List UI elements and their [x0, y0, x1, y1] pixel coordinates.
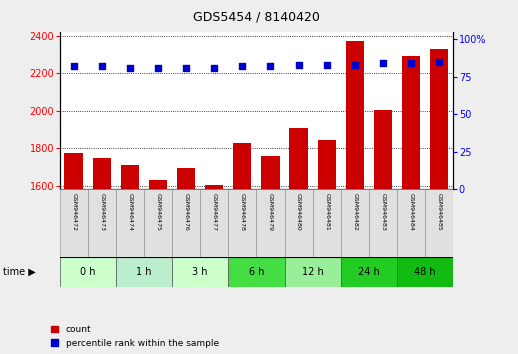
Bar [402, 56, 420, 189]
Text: 48 h: 48 h [414, 267, 436, 277]
Text: GSM946483: GSM946483 [380, 193, 385, 230]
Point [407, 61, 415, 66]
Point [238, 63, 247, 69]
Bar [397, 189, 425, 257]
Text: GSM946480: GSM946480 [296, 193, 301, 230]
Bar [88, 189, 116, 257]
Bar [172, 189, 200, 257]
Text: 12 h: 12 h [302, 267, 324, 277]
Point [294, 62, 303, 68]
Text: GSM946477: GSM946477 [212, 193, 217, 231]
Text: 6 h: 6 h [249, 267, 264, 277]
Bar [60, 257, 116, 287]
Bar [318, 140, 336, 189]
Point [379, 61, 387, 66]
Bar [228, 257, 284, 287]
Point [126, 65, 134, 71]
Bar [346, 41, 364, 189]
Point [182, 65, 190, 71]
Bar [397, 257, 453, 287]
Text: GSM946478: GSM946478 [240, 193, 245, 230]
Point [266, 63, 275, 69]
Bar [284, 189, 313, 257]
Bar [313, 189, 341, 257]
Text: GSM946479: GSM946479 [268, 193, 273, 231]
Text: GSM946482: GSM946482 [352, 193, 357, 230]
Point [97, 63, 106, 69]
Point [69, 63, 78, 69]
Text: 3 h: 3 h [192, 267, 208, 277]
Point [323, 62, 331, 68]
Bar [290, 129, 308, 189]
Text: GDS5454 / 8140420: GDS5454 / 8140420 [193, 11, 320, 24]
Text: GSM946472: GSM946472 [71, 193, 76, 231]
Bar [341, 257, 397, 287]
Legend: count, percentile rank within the sample: count, percentile rank within the sample [51, 325, 219, 348]
Bar [284, 257, 341, 287]
Bar [144, 189, 172, 257]
Bar [64, 153, 83, 189]
Text: 0 h: 0 h [80, 267, 95, 277]
Bar [93, 159, 111, 189]
Bar [341, 189, 369, 257]
Text: time ▶: time ▶ [3, 267, 35, 277]
Bar [116, 257, 172, 287]
Text: GSM946475: GSM946475 [155, 193, 161, 230]
Bar [261, 156, 280, 189]
Text: 1 h: 1 h [136, 267, 152, 277]
Text: GSM946476: GSM946476 [183, 193, 189, 230]
Bar [205, 185, 223, 189]
Point [435, 59, 443, 65]
Text: GSM946485: GSM946485 [437, 193, 442, 230]
Bar [177, 168, 195, 189]
Bar [233, 143, 252, 189]
Bar [60, 189, 88, 257]
Point [351, 62, 359, 68]
Bar [374, 110, 392, 189]
Bar [172, 257, 228, 287]
Bar [369, 189, 397, 257]
Bar [425, 189, 453, 257]
Bar [430, 49, 449, 189]
Bar [116, 189, 144, 257]
Bar [228, 189, 256, 257]
Text: GSM946473: GSM946473 [99, 193, 104, 231]
Bar [121, 165, 139, 189]
Point [210, 65, 219, 71]
Bar [149, 180, 167, 189]
Bar [200, 189, 228, 257]
Text: GSM946474: GSM946474 [127, 193, 133, 231]
Point [154, 65, 162, 71]
Bar [256, 189, 284, 257]
Text: GSM946484: GSM946484 [409, 193, 413, 230]
Text: GSM946481: GSM946481 [324, 193, 329, 230]
Text: 24 h: 24 h [358, 267, 380, 277]
